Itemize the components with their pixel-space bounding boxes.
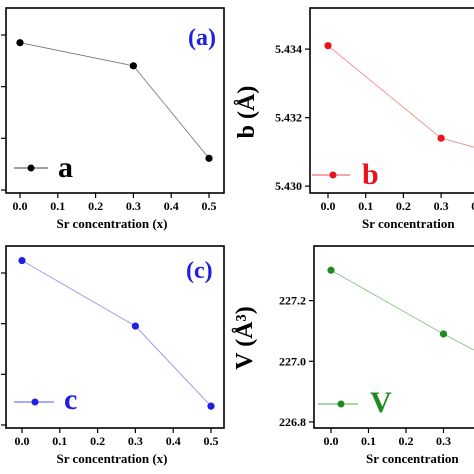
x-tick-label: 0.2 — [88, 199, 103, 213]
x-tick-label: 0.1 — [50, 199, 65, 213]
panel-b-legend-marker — [329, 171, 337, 179]
series-line — [330, 269, 474, 351]
y-tick-label: 5.430 — [275, 179, 302, 193]
panel-c-frame — [5, 245, 225, 429]
y-tick-label: 5.432 — [275, 111, 302, 125]
x-tick-label: 0.5 — [202, 199, 217, 213]
panel-v: V (Å³) Sr concentration V 0.00.10.20.30.… — [232, 245, 474, 466]
x-tick-label: 0.1 — [52, 434, 67, 448]
data-point — [327, 266, 335, 274]
data-point — [439, 330, 448, 338]
panel-a-tag: (a) — [188, 25, 216, 51]
data-point — [18, 256, 26, 265]
x-tick-label: 0.5 — [204, 434, 219, 448]
data-point — [129, 62, 137, 70]
panel-c-xlabel: Sr concentration (x) — [57, 451, 168, 466]
panel-v-xlabel: Sr concentration — [366, 451, 459, 466]
panel-a: (a) Sr concentration (x) a 0.0 0.1 0.2 0.3 0… — [1, 7, 225, 231]
data-point — [207, 402, 215, 410]
panel-a-marks: 0.0 0.1 0.2 0.3 0.4 0.5 — [1, 34, 217, 213]
panel-a-xlabel: Sr concentration (x) — [57, 216, 168, 231]
x-tick-label: 0.4 — [471, 199, 474, 213]
series-line — [327, 45, 474, 148]
x-tick-label: 0.3 — [126, 199, 141, 213]
data-point — [16, 39, 24, 47]
x-tick-label: 0.0 — [324, 434, 339, 448]
data-point — [205, 154, 213, 162]
x-tick-label: 0.4 — [164, 199, 179, 213]
panel-a-frame — [5, 7, 225, 194]
panel-v-legend-label: V — [370, 386, 392, 419]
panel-v-frame — [313, 245, 474, 429]
data-point — [131, 322, 139, 330]
y-tick-label: 226.8 — [279, 415, 306, 429]
panel-a-legend-marker — [27, 164, 35, 172]
x-tick-label: 0.2 — [396, 199, 411, 213]
x-tick-label: 0.0 — [321, 199, 336, 213]
panel-b-xlabel: Sr concentration — [362, 216, 455, 231]
panel-b: b (Å) Sr concentration b 0.0 0.1 0.2 0.3 0.4… — [234, 7, 474, 231]
x-tick-label: 0.4 — [166, 434, 181, 448]
x-tick-label: 0.1 — [361, 434, 376, 448]
x-tick-label: 0.1 — [358, 199, 373, 213]
panel-a-legend-label: a — [58, 151, 73, 184]
x-tick-label: 0.3 — [128, 434, 143, 448]
panel-v-ylabel: V (Å³) — [232, 306, 258, 369]
panel-c-legend-marker — [31, 398, 39, 406]
x-tick-label: 0.0 — [15, 434, 30, 448]
y-tick-label: 227.2 — [279, 294, 306, 308]
data-point — [437, 134, 445, 142]
y-tick-label: 5.434 — [275, 42, 302, 56]
y-tick-label: 227.0 — [279, 354, 306, 368]
panel-c-legend-label: c — [64, 383, 77, 416]
x-tick-label: 0.2 — [399, 434, 414, 448]
x-tick-label: 0.2 — [90, 434, 105, 448]
panel-c-tag: (c) — [186, 258, 213, 284]
x-tick-label: 0.3 — [434, 199, 449, 213]
x-tick-label: 0.3 — [436, 434, 451, 448]
x-tick-label: 0.0 — [13, 199, 28, 213]
panel-c-marks: 0.0 0.1 0.2 0.3 0.4 0.5 — [1, 256, 219, 448]
series-line — [19, 42, 210, 159]
data-point — [324, 42, 332, 50]
panel-b-ylabel: b (Å) — [234, 86, 260, 139]
panel-b-legend-label: b — [362, 158, 379, 191]
panel-b-frame — [309, 7, 474, 194]
panel-c: (c) Sr concentration (x) c 0.0 0.1 0.2 0.3 0… — [1, 245, 225, 466]
panel-b-marks: 0.0 0.1 0.2 0.3 0.4 5.430 5.432 5.434 — [275, 42, 474, 213]
panel-v-legend-marker — [337, 400, 345, 408]
series-line — [21, 260, 212, 407]
